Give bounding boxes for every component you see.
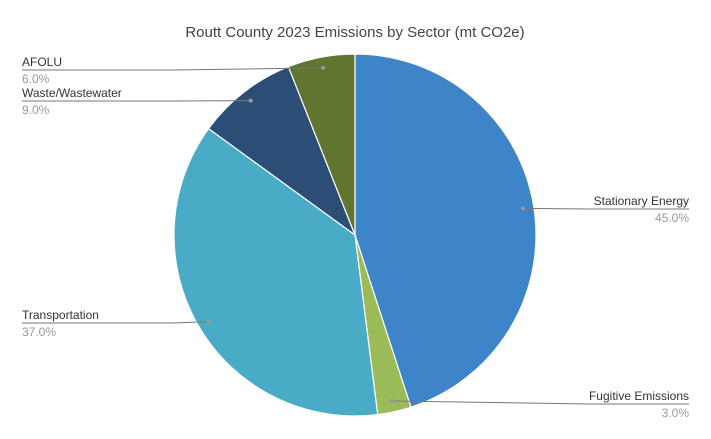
leader-dot [248, 98, 253, 103]
slice-percent: 6.0% [22, 72, 50, 86]
leader-dot [206, 319, 211, 324]
slice-percent: 45.0% [655, 211, 689, 225]
slice-label: AFOLU [22, 55, 62, 69]
pie-slice [287, 53, 356, 236]
leader-line [22, 67, 324, 71]
leader-line [392, 400, 689, 405]
leader-line [22, 321, 209, 324]
leader-dot [521, 206, 526, 211]
slice-percent: 9.0% [22, 103, 50, 117]
slice-label: Stationary Energy [594, 194, 689, 208]
pie-slice [354, 53, 537, 408]
slice-label: Fugitive Emissions [589, 389, 689, 403]
slice-percent: 3.0% [662, 406, 690, 420]
slice-label: Transportation [22, 308, 99, 322]
leader-dot [390, 399, 395, 404]
leader-dot [321, 65, 326, 70]
pie-slice [173, 127, 379, 417]
slice-percent: 37.0% [22, 325, 56, 339]
slice-label: Waste/Wastewater [22, 86, 122, 100]
chart-title: Routt County 2023 Emissions by Sector (m… [185, 24, 524, 41]
leader-line [523, 207, 689, 210]
